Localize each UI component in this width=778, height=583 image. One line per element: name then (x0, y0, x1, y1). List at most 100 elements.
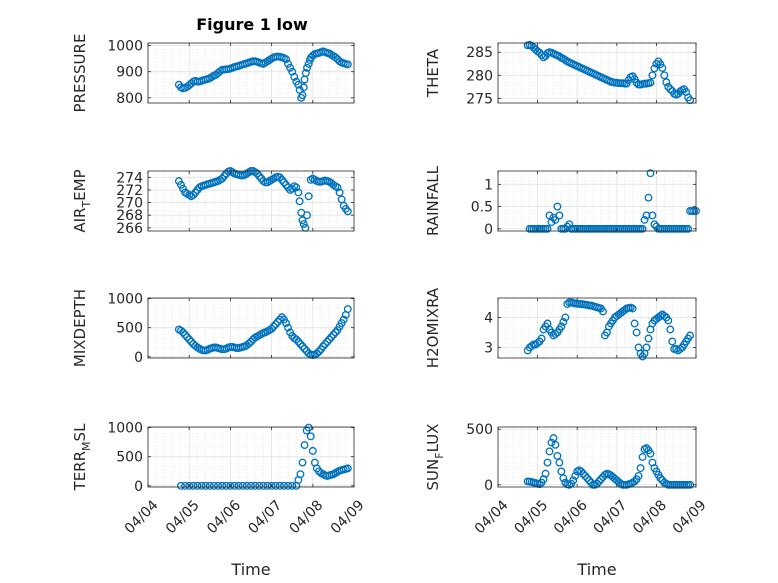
data-point (668, 337, 677, 346)
data-point (299, 83, 308, 92)
data-point (300, 441, 309, 450)
data-point (634, 471, 643, 480)
data-point (271, 481, 280, 490)
y-axis-label: RAINFALL (424, 165, 442, 236)
y-tick-label: 1000 (107, 292, 143, 308)
y-tick-label: 500 (116, 450, 143, 466)
axes-box (497, 297, 697, 359)
data-point (296, 340, 305, 348)
subplot-8: 0 500 04/04 04/05 04/06 04/07 04/08 04/09 Time SU… (424, 422, 710, 579)
major-grid (148, 43, 354, 103)
data-point (282, 55, 290, 64)
data-point (598, 307, 607, 316)
data-point (630, 477, 639, 486)
y-tick-label: 1 (484, 177, 493, 193)
data-point (579, 469, 588, 478)
data-point (284, 59, 293, 68)
axes-box (497, 426, 697, 488)
data-point (597, 475, 605, 484)
subplot-4: 0 0.5 1 RAINFALL (424, 165, 700, 238)
y-tick-label: 0 (134, 350, 143, 366)
data-series (177, 423, 352, 490)
data-point (284, 481, 293, 490)
x-axis-label: Time (576, 560, 616, 579)
data-point (652, 59, 661, 68)
x-tick-label: 04/04 (472, 497, 512, 537)
data-point (251, 481, 260, 490)
data-point (557, 322, 566, 331)
data-point (179, 184, 187, 193)
data-point (284, 323, 293, 332)
data-point (333, 183, 342, 192)
y-tick-label: 0.5 (471, 200, 493, 216)
x-tick-label: 04/06 (551, 497, 591, 537)
data-point (642, 343, 651, 352)
data-point (286, 63, 295, 72)
data-point (569, 476, 578, 485)
data-point (304, 59, 313, 68)
y-tick-label: 266 (116, 221, 143, 237)
x-tick-label: 04/04 (122, 497, 162, 537)
data-point (551, 330, 560, 338)
data-point (642, 444, 651, 453)
data-series (174, 47, 352, 102)
data-point (666, 85, 675, 94)
data-point (660, 71, 669, 80)
y-tick-label: 280 (466, 68, 493, 84)
data-point (312, 349, 321, 358)
data-point (541, 469, 550, 478)
data-point (193, 481, 202, 490)
data-point (209, 481, 218, 490)
data-point (533, 339, 542, 347)
data-point (280, 481, 288, 490)
subplot-5: 0 500 1000 MIXDEPTH (71, 289, 355, 367)
data-point (267, 324, 276, 333)
data-point (308, 446, 317, 455)
data-point (292, 335, 301, 344)
y-tick-label: 275 (466, 91, 493, 107)
y-axis-label: TERRMSL (71, 423, 93, 492)
data-point (636, 464, 645, 473)
data-point (319, 342, 328, 351)
x-tick-label: 04/06 (204, 497, 244, 537)
data-point (247, 337, 255, 346)
data-point (644, 193, 653, 202)
data-point (666, 325, 675, 334)
data-point (343, 305, 352, 314)
data-point (527, 342, 536, 350)
axes-box (147, 170, 355, 232)
data-point (247, 481, 255, 490)
data-point (537, 334, 546, 343)
data-point (183, 333, 192, 341)
y-axis-label: H2OMIXRA (424, 287, 442, 368)
data-point (656, 474, 665, 483)
data-point (555, 52, 564, 61)
data-point (263, 481, 272, 490)
data-point (321, 340, 330, 348)
data-point (628, 304, 637, 313)
data-point (646, 169, 655, 178)
data-point (640, 215, 649, 224)
data-point (343, 207, 352, 216)
y-tick-label: 0 (134, 479, 143, 495)
data-point (290, 72, 299, 81)
data-point (638, 224, 647, 233)
data-series (523, 40, 695, 105)
y-tick-label: 274 (116, 170, 143, 186)
data-point (577, 467, 586, 476)
data-point (244, 339, 253, 348)
data-point (630, 319, 639, 328)
major-grid (498, 43, 696, 103)
data-point (561, 56, 570, 65)
data-point (595, 477, 603, 486)
data-point (304, 192, 313, 201)
data-point (299, 220, 308, 228)
data-point (660, 312, 669, 320)
data-point (551, 215, 560, 224)
data-point (181, 481, 190, 490)
data-point (648, 71, 657, 80)
data-point (259, 481, 268, 490)
y-tick-label: 272 (116, 183, 143, 199)
data-point (686, 331, 695, 340)
data-point (561, 313, 570, 322)
